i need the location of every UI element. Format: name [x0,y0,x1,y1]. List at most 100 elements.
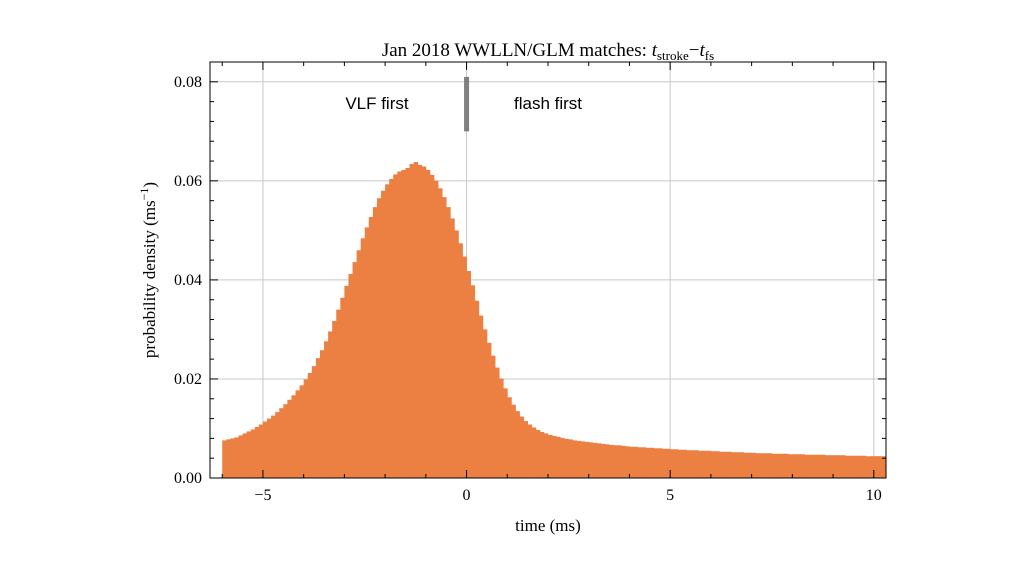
histogram-bar [368,217,374,478]
histogram-bar [816,454,822,478]
histogram-bar [552,435,557,478]
histogram-bar [385,184,390,479]
histogram-bar [828,455,834,478]
histogram-bar [788,454,793,478]
histogram-bar [776,453,781,478]
histogram-bar [568,439,573,478]
histogram-bar [674,449,679,478]
x-tick-label: 5 [666,487,674,504]
histogram-bar [307,373,313,478]
histogram-bar [657,448,663,478]
histogram-bar [617,445,622,478]
x-tick-label: −5 [254,487,271,504]
histogram-bar [755,453,761,478]
histogram-bar [242,433,248,478]
histogram-bar [474,300,480,478]
histogram-bar [258,424,264,478]
histogram-bar [438,188,443,479]
histogram-bar [849,455,854,478]
histogram-bar [784,453,789,478]
histogram-bar [588,442,594,478]
histogram-bar [747,452,753,478]
histogram-bar [226,439,231,478]
histogram-bar [702,450,708,478]
histogram-bar [735,452,740,478]
histogram-bar [319,350,325,478]
histogram-bar [539,431,545,478]
histogram-bar [311,366,317,478]
histogram-bar [719,451,724,478]
histogram-bar [486,342,492,478]
histogram-bar [401,169,406,478]
chart-title: Jan 2018 WWLLN/GLM matches: tstroke−tfs [382,40,714,63]
histogram-bar [690,450,696,478]
histogram-bar [609,444,614,478]
histogram-bar [600,443,606,478]
histogram-bar [613,445,618,478]
tick-labels: −5 0 5 10 0.00 0.02 0.04 0.06 0.08 [174,74,882,504]
histogram-bar [462,256,467,478]
histogram-bar [865,456,871,478]
histogram-bar [698,450,704,478]
histogram-bar [262,421,268,478]
histogram-bar [515,411,520,478]
histogram-bar [771,453,777,478]
histogram-bar [857,455,862,478]
histogram-bar [662,448,667,478]
histogram-bar [291,395,296,478]
histogram-bar [873,456,879,478]
histogram-bar [470,285,476,478]
annotation-vlf-first: VLF first [345,94,409,113]
histogram-bar [381,190,386,478]
histogram-bar [393,174,398,478]
histogram-bar [324,341,329,478]
histogram-bar [234,437,239,478]
histogram-bar [458,243,463,478]
histogram-bar [348,273,353,478]
histogram-bar [792,454,797,478]
histogram-bar [796,454,801,478]
histogram-bar [800,454,805,478]
histogram-bar [621,445,626,478]
histogram-bar [389,178,394,478]
histogram-bar [303,379,309,478]
histogram-bar [478,315,484,478]
histogram-bar [372,207,378,478]
histogram-bar [523,421,529,478]
histogram-bar [710,451,716,478]
histogram-bar [706,450,712,478]
histogram-bar [812,454,818,478]
histogram-bar [751,452,757,478]
histogram-bar [653,448,659,478]
histogram-bar [686,450,691,478]
annotation-flash-first: flash first [514,94,582,113]
histogram-bar [841,455,846,478]
histogram-bar [739,452,744,478]
histogram-bar [238,435,243,478]
histogram-bar [869,456,875,478]
histogram-bar [881,456,887,478]
histogram-bar [446,207,451,478]
histogram-bar [230,438,235,478]
x-axis-label: time (ms) [515,516,581,535]
histogram-bar [584,441,590,478]
histogram-bar [808,454,814,478]
histogram-bar [694,450,700,478]
histogram-bar [364,227,370,478]
histogram-bar [279,408,284,478]
y-tick-label: 0.02 [174,371,202,388]
histogram-bar [299,385,305,478]
histogram-bar [295,390,300,478]
histogram-bar [824,455,830,478]
histogram-bar [482,329,488,478]
histogram-bar [356,250,362,478]
histogram-bar [649,447,655,478]
histogram-bar [714,451,720,478]
histogram-bar [405,167,410,478]
y-tick-label: 0.04 [174,272,202,289]
histogram-bar [861,455,867,478]
histogram-bar [633,446,638,478]
histogram-bar [837,455,842,478]
histogram-bar [376,198,382,478]
